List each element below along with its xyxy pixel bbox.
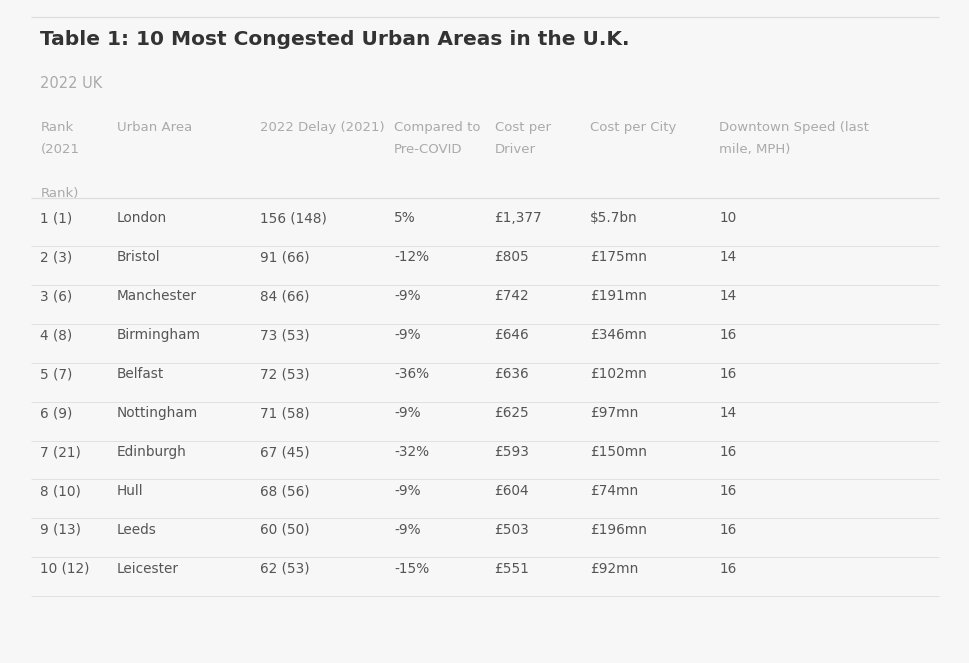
Text: Edinburgh: Edinburgh [117, 445, 187, 459]
Text: 62 (53): 62 (53) [260, 562, 310, 576]
Text: London: London [117, 211, 167, 225]
Text: Cost per City: Cost per City [589, 121, 675, 133]
Text: £92mn: £92mn [589, 562, 638, 576]
Text: £346mn: £346mn [589, 328, 646, 342]
Text: 60 (50): 60 (50) [260, 523, 310, 537]
Text: £742: £742 [494, 289, 529, 303]
Text: £646: £646 [494, 328, 529, 342]
Text: Belfast: Belfast [117, 367, 164, 381]
Text: 6 (9): 6 (9) [41, 406, 73, 420]
Text: 2 (3): 2 (3) [41, 251, 73, 265]
Text: 10 (12): 10 (12) [41, 562, 90, 576]
Text: mile, MPH): mile, MPH) [718, 143, 790, 156]
Text: 5%: 5% [393, 211, 416, 225]
Text: 16: 16 [718, 367, 735, 381]
Text: £625: £625 [494, 406, 529, 420]
Text: 16: 16 [718, 445, 735, 459]
Text: £551: £551 [494, 562, 529, 576]
Text: £175mn: £175mn [589, 251, 646, 265]
Text: £191mn: £191mn [589, 289, 646, 303]
Text: £604: £604 [494, 484, 529, 498]
Text: 156 (148): 156 (148) [260, 211, 327, 225]
Text: 4 (8): 4 (8) [41, 328, 73, 342]
Text: -32%: -32% [393, 445, 429, 459]
Text: Table 1: 10 Most Congested Urban Areas in the U.K.: Table 1: 10 Most Congested Urban Areas i… [41, 30, 629, 48]
Text: Bristol: Bristol [117, 251, 160, 265]
Text: 71 (58): 71 (58) [260, 406, 310, 420]
Text: 16: 16 [718, 562, 735, 576]
Text: Nottingham: Nottingham [117, 406, 198, 420]
Text: $5.7bn: $5.7bn [589, 211, 638, 225]
Text: 7 (21): 7 (21) [41, 445, 81, 459]
Text: 16: 16 [718, 484, 735, 498]
Text: Hull: Hull [117, 484, 143, 498]
Text: 5 (7): 5 (7) [41, 367, 73, 381]
Text: -9%: -9% [393, 523, 421, 537]
Text: -9%: -9% [393, 484, 421, 498]
Text: Driver: Driver [494, 143, 535, 156]
Text: Rank: Rank [41, 121, 74, 133]
Text: 2022 UK: 2022 UK [41, 76, 103, 91]
Text: -15%: -15% [393, 562, 429, 576]
Text: 16: 16 [718, 328, 735, 342]
Text: £636: £636 [494, 367, 529, 381]
Text: 9 (13): 9 (13) [41, 523, 81, 537]
Text: 68 (56): 68 (56) [260, 484, 310, 498]
Text: £1,377: £1,377 [494, 211, 542, 225]
Text: -12%: -12% [393, 251, 429, 265]
Text: Urban Area: Urban Area [117, 121, 192, 133]
Text: -9%: -9% [393, 289, 421, 303]
Text: -9%: -9% [393, 328, 421, 342]
Text: 73 (53): 73 (53) [260, 328, 310, 342]
Text: 14: 14 [718, 289, 735, 303]
Text: £74mn: £74mn [589, 484, 638, 498]
Text: 14: 14 [718, 406, 735, 420]
Text: 84 (66): 84 (66) [260, 289, 309, 303]
Text: 91 (66): 91 (66) [260, 251, 310, 265]
Text: 67 (45): 67 (45) [260, 445, 310, 459]
Text: Cost per: Cost per [494, 121, 550, 133]
Text: £150mn: £150mn [589, 445, 646, 459]
Text: £593: £593 [494, 445, 529, 459]
Text: 16: 16 [718, 523, 735, 537]
Text: £805: £805 [494, 251, 529, 265]
Text: 8 (10): 8 (10) [41, 484, 81, 498]
Text: -36%: -36% [393, 367, 429, 381]
Text: £196mn: £196mn [589, 523, 646, 537]
Text: 72 (53): 72 (53) [260, 367, 310, 381]
Text: £97mn: £97mn [589, 406, 638, 420]
Text: Leicester: Leicester [117, 562, 178, 576]
Text: 14: 14 [718, 251, 735, 265]
Text: -9%: -9% [393, 406, 421, 420]
Text: (2021: (2021 [41, 143, 79, 156]
Text: £102mn: £102mn [589, 367, 646, 381]
Text: Downtown Speed (last: Downtown Speed (last [718, 121, 868, 133]
Text: Leeds: Leeds [117, 523, 157, 537]
Text: Rank): Rank) [41, 187, 78, 200]
Text: Pre-COVID: Pre-COVID [393, 143, 462, 156]
Text: Manchester: Manchester [117, 289, 197, 303]
Text: Birmingham: Birmingham [117, 328, 201, 342]
Text: 10: 10 [718, 211, 735, 225]
Text: £503: £503 [494, 523, 529, 537]
Text: Compared to: Compared to [393, 121, 481, 133]
Text: 2022 Delay (2021): 2022 Delay (2021) [260, 121, 385, 133]
Text: 1 (1): 1 (1) [41, 211, 73, 225]
Text: 3 (6): 3 (6) [41, 289, 73, 303]
